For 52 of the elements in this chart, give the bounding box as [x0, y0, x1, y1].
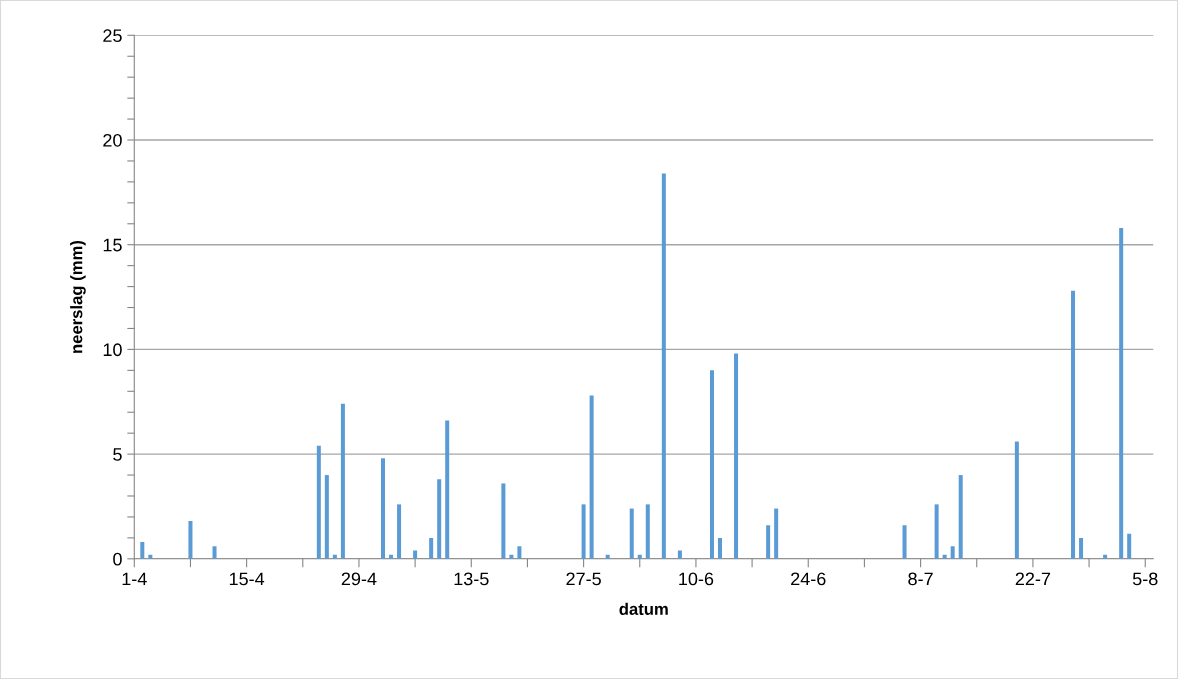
bar	[958, 475, 963, 559]
bar	[766, 525, 771, 559]
x-tick-label: 5-8	[1132, 572, 1158, 586]
bar	[734, 353, 739, 559]
bar	[1014, 441, 1019, 559]
bar	[774, 508, 779, 559]
bar	[934, 504, 939, 559]
bar	[188, 521, 193, 559]
x-tick-label: 8-7	[908, 572, 933, 586]
x-tick-label: 10-6	[679, 572, 714, 586]
bar	[324, 475, 329, 559]
y-tick-label: 0	[113, 552, 122, 566]
bar	[661, 173, 666, 559]
x-axis-title: datum	[619, 602, 668, 615]
y-tick-label: 10	[103, 343, 122, 357]
bar	[437, 479, 442, 559]
bar	[645, 504, 650, 559]
x-tick-label: 15-4	[229, 572, 265, 586]
bar	[581, 504, 586, 559]
bar	[677, 550, 682, 559]
bar	[381, 458, 386, 559]
bar	[717, 537, 723, 559]
bar	[429, 537, 434, 559]
x-tick-label: 27-5	[566, 572, 601, 586]
bar	[950, 546, 955, 559]
x-tick-label: 24-6	[791, 572, 826, 586]
bar	[445, 420, 450, 559]
y-tick-label: 20	[103, 133, 122, 147]
bar	[1071, 290, 1076, 559]
bar	[340, 403, 345, 559]
bar	[316, 445, 321, 559]
x-tick-label: 1-4	[122, 572, 147, 586]
bar	[501, 483, 506, 559]
bar	[629, 508, 634, 559]
bar	[589, 395, 594, 559]
bar	[413, 550, 418, 559]
bar	[1119, 227, 1124, 559]
bar	[212, 546, 217, 559]
x-tick-label: 29-4	[341, 572, 377, 586]
bar	[1079, 537, 1084, 559]
y-axis-title: neerslag (mm)	[70, 240, 86, 353]
x-tick-label: 22-7	[1015, 572, 1051, 586]
bar	[902, 525, 907, 559]
bar	[1127, 533, 1132, 559]
y-tick-label: 5	[113, 448, 122, 461]
y-tick-label: 15	[103, 238, 122, 252]
y-tick-label: 25	[103, 29, 122, 43]
bar	[397, 504, 402, 559]
bar	[709, 370, 714, 559]
x-tick-label: 13-5	[454, 572, 489, 586]
bar	[140, 542, 145, 559]
bar	[517, 546, 522, 559]
